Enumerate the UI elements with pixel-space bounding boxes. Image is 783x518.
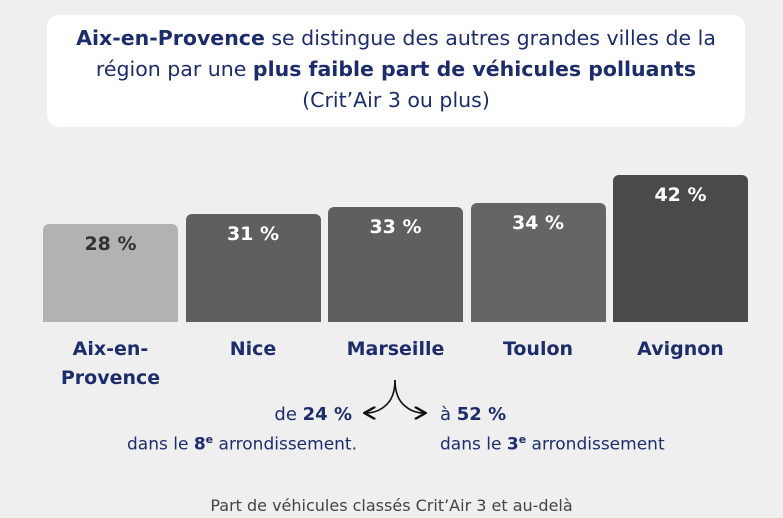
range-value: à 52 % [440, 404, 506, 425]
value-label: 42 % [654, 184, 707, 206]
bar [43, 224, 178, 322]
bar [328, 206, 463, 322]
note-superscript: e [518, 433, 527, 446]
range-note: dans le 8e arrondissement. [127, 433, 357, 455]
title-card: Aix-en-Provence se distingue des autres … [47, 15, 745, 127]
value-label: 34 % [511, 212, 565, 234]
note-text: arrondissement [526, 434, 665, 455]
note-text: dans le [126, 434, 194, 455]
bar [613, 175, 748, 322]
note-superscript: e [205, 433, 214, 446]
value-label: 31 % [226, 222, 280, 245]
category-label: Aix-en-Provence [60, 338, 161, 389]
range-note: dans le 3e arrondissement [440, 433, 665, 455]
value-label: 28 % [84, 233, 137, 255]
note-text: dans le [440, 434, 507, 455]
category-label: Nice [229, 338, 277, 360]
range-value: de 24 % [274, 404, 352, 425]
range-prefix: de [274, 404, 297, 425]
arrow-right [394, 379, 424, 413]
title-line: (Crit’Air 3 ou plus) [47, 88, 745, 112]
arrow-left [366, 379, 396, 413]
bar [185, 213, 321, 322]
category-label: Toulon [502, 338, 574, 360]
title-segment: (Crit’Air 3 ou plus) [302, 88, 490, 112]
range-prefix: à [440, 404, 452, 425]
category-label: Marseille [346, 338, 445, 360]
title-line: Aix-en-Provence se distingue des autres … [47, 26, 745, 50]
value-label: 33 % [369, 215, 422, 238]
note-number: 8 [193, 434, 206, 455]
note-number: 3 [506, 434, 519, 455]
title-segment: plus faible part de véhicules polluants [252, 57, 697, 81]
category-label: Avignon [637, 338, 724, 360]
source-note: Part de véhicules classés Crit’Air 3 et … [210, 496, 573, 515]
title-segment: Aix-en-Provence [76, 26, 265, 50]
bar [470, 203, 606, 322]
title-segment: se distingue des autres grandes villes d… [264, 26, 716, 50]
title-segment: région par une [95, 57, 253, 81]
title-line: région par une plus faible part de véhic… [47, 57, 745, 81]
note-text: arrondissement. [213, 434, 357, 455]
range-value-label: 24 % [302, 404, 352, 425]
range-value-label: 52 % [456, 404, 507, 425]
